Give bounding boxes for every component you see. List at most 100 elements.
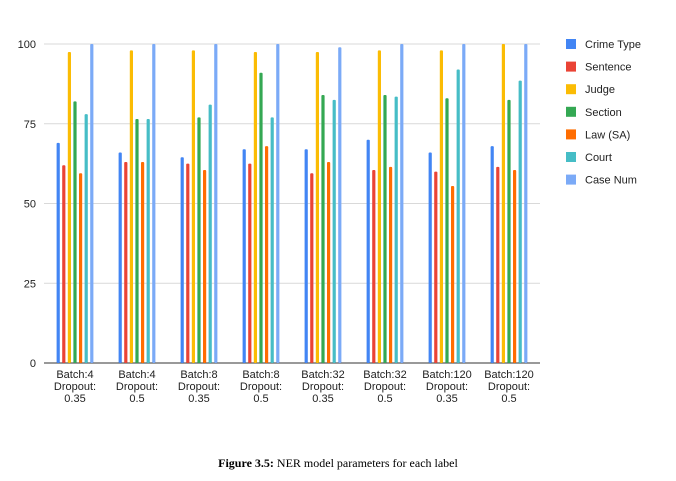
legend-label: Judge <box>585 84 615 96</box>
x-tick-label: Batch:4 <box>56 369 93 381</box>
x-tick-label: 0.35 <box>188 393 209 405</box>
y-tick-label: 50 <box>24 199 36 211</box>
x-tick-label: Dropout: <box>116 381 158 393</box>
x-tick-label: Dropout: <box>302 381 344 393</box>
bar-law-sa--6 <box>451 185 455 363</box>
bar-sentence-6 <box>434 171 438 363</box>
caption-label: Figure 3.5: <box>218 456 274 470</box>
bar-sentence-1 <box>124 162 128 363</box>
bar-crime-type-7 <box>490 146 494 363</box>
bar-case-num-5 <box>400 44 404 363</box>
bar-judge-2 <box>191 50 195 363</box>
bar-judge-6 <box>439 50 443 363</box>
legend-label: Crime Type <box>585 39 641 51</box>
bar-court-1 <box>146 118 150 363</box>
figure-caption: Figure 3.5: NER model parameters for eac… <box>0 456 676 471</box>
bar-law-sa--1 <box>141 162 145 363</box>
x-tick-label: 0.5 <box>501 393 516 405</box>
x-tick-label: 0.5 <box>253 393 268 405</box>
x-tick-label: 0.35 <box>436 393 457 405</box>
bar-case-num-4 <box>338 47 342 363</box>
bar-court-2 <box>208 104 212 364</box>
y-tick-label: 0 <box>30 358 36 370</box>
bar-crime-type-4 <box>304 149 308 363</box>
legend-swatch <box>566 106 576 117</box>
bar-section-4 <box>321 95 325 363</box>
bar-court-0 <box>84 114 88 364</box>
x-tick-label: Batch:8 <box>242 369 279 381</box>
x-tick-label: Batch:32 <box>301 369 344 381</box>
legend-swatch <box>566 152 576 162</box>
bar-section-5 <box>383 95 387 363</box>
bar-judge-0 <box>67 51 71 363</box>
x-tick-label: Dropout: <box>488 381 530 393</box>
x-tick-label: Dropout: <box>426 381 468 393</box>
bar-case-num-3 <box>276 44 280 363</box>
legend-label: Law (SA) <box>585 129 630 141</box>
x-tick-label: 0.5 <box>129 393 144 405</box>
bar-section-6 <box>445 98 449 363</box>
bar-case-num-0 <box>90 44 94 363</box>
bar-case-num-6 <box>462 44 466 363</box>
x-tick-label: 0.5 <box>377 393 392 405</box>
bar-sentence-0 <box>62 165 66 363</box>
bar-court-6 <box>456 69 460 364</box>
bar-section-2 <box>197 117 201 364</box>
x-tick-label: Batch:8 <box>180 369 217 381</box>
bar-court-4 <box>332 99 336 363</box>
bar-crime-type-5 <box>366 139 370 363</box>
bar-section-7 <box>507 99 511 363</box>
bar-sentence-7 <box>496 166 500 363</box>
bar-court-5 <box>394 96 398 363</box>
bar-sentence-3 <box>248 163 252 363</box>
bar-court-7 <box>518 80 522 363</box>
bar-judge-1 <box>129 50 133 363</box>
x-tick-label: Batch:32 <box>363 369 406 381</box>
bar-law-sa--7 <box>513 170 517 363</box>
bar-section-0 <box>73 101 77 364</box>
bar-sentence-4 <box>310 173 314 363</box>
legend-swatch <box>566 129 576 140</box>
bar-section-1 <box>135 118 139 363</box>
y-tick-label: 25 <box>24 278 36 290</box>
bar-law-sa--3 <box>265 146 269 363</box>
bar-case-num-2 <box>214 44 218 363</box>
bar-case-num-1 <box>152 44 156 363</box>
x-tick-label: Dropout: <box>364 381 406 393</box>
bar-crime-type-1 <box>118 152 122 363</box>
bar-law-sa--0 <box>79 173 83 363</box>
bar-crime-type-0 <box>56 142 60 363</box>
legend-label: Court <box>585 152 612 164</box>
x-tick-label: 0.35 <box>312 393 333 405</box>
bar-chart: 0255075100Batch:4Dropout:0.35Batch:4Drop… <box>18 39 641 405</box>
caption-text: NER model parameters for each label <box>276 456 458 470</box>
bar-crime-type-6 <box>428 152 432 363</box>
bar-law-sa--2 <box>203 170 207 363</box>
bar-judge-5 <box>377 50 381 363</box>
bar-judge-3 <box>253 51 257 363</box>
legend-label: Sentence <box>585 62 631 74</box>
legend-swatch <box>566 61 576 72</box>
bar-sentence-5 <box>372 170 376 363</box>
x-tick-label: Dropout: <box>178 381 220 393</box>
x-tick-label: 0.35 <box>64 393 85 405</box>
bar-law-sa--4 <box>327 162 331 363</box>
bar-law-sa--5 <box>389 166 393 363</box>
bar-section-3 <box>259 72 263 364</box>
bar-judge-7 <box>501 44 505 363</box>
y-tick-label: 100 <box>18 39 36 51</box>
bar-court-3 <box>270 117 274 364</box>
legend-swatch <box>566 84 576 95</box>
x-tick-label: Dropout: <box>54 381 96 393</box>
bar-crime-type-2 <box>180 157 184 363</box>
x-tick-label: Dropout: <box>240 381 282 393</box>
chart-container: 0 25 50 75 100 Batch:4 Dropout: 0.35 Batch:4 Drop… <box>18 39 641 405</box>
legend-label: Section <box>585 107 622 119</box>
bar-sentence-2 <box>186 163 190 363</box>
bar-crime-type-3 <box>242 149 246 363</box>
bar-judge-4 <box>315 51 319 363</box>
x-tick-label: Batch:4 <box>118 369 155 381</box>
legend-swatch <box>566 39 576 49</box>
x-tick-label: Batch:120 <box>484 369 534 381</box>
y-tick-label: 75 <box>24 119 36 131</box>
